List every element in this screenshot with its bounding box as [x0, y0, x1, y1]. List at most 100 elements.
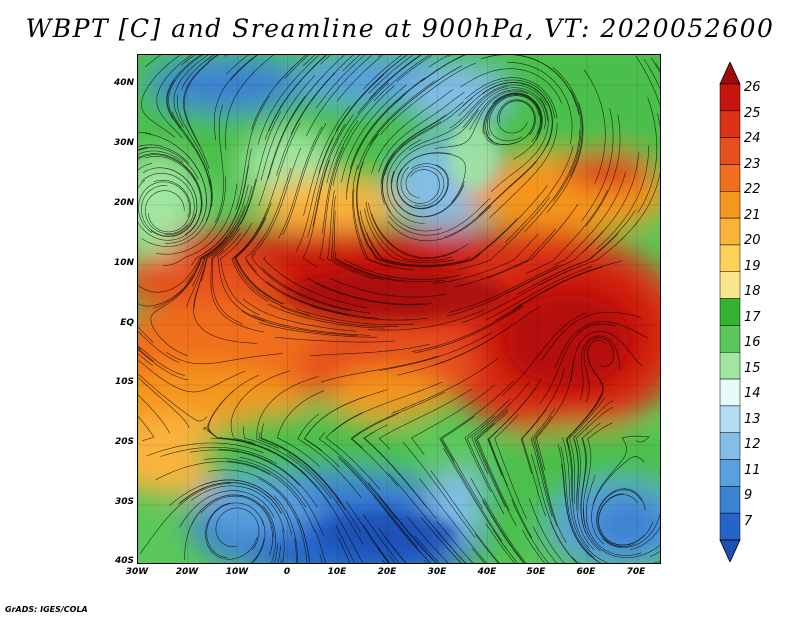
streamline [382, 154, 442, 232]
streamline [138, 131, 151, 135]
streamline [441, 416, 484, 509]
colorbar-label: 25 [744, 106, 761, 121]
colorbar-label: 9 [744, 488, 753, 503]
streamline [328, 277, 446, 298]
streamline [250, 147, 302, 256]
streamline [488, 430, 533, 539]
streamline [315, 55, 366, 109]
streamline [378, 91, 465, 173]
streamlines [138, 55, 660, 563]
streamline [301, 525, 311, 563]
streamline [277, 544, 281, 563]
streamline [183, 55, 219, 147]
streamline [335, 525, 355, 563]
colorbar-segment [719, 191, 741, 219]
colorbar-label: 18 [744, 284, 761, 299]
streamline [402, 441, 476, 538]
streamline [598, 494, 645, 546]
streamline [314, 529, 326, 563]
colorbar-segment [719, 325, 741, 353]
streamline [501, 312, 587, 397]
streamline [471, 381, 530, 474]
streamline [362, 524, 391, 563]
streamline [319, 553, 323, 563]
streamline [365, 201, 453, 261]
streamline [274, 542, 279, 563]
colorbar-segment [719, 217, 741, 246]
streamline [363, 514, 400, 563]
streamline [458, 185, 548, 264]
streamline [138, 144, 189, 164]
streamline [217, 232, 266, 322]
streamline [554, 321, 648, 369]
streamline [366, 232, 471, 266]
streamline [263, 256, 368, 309]
streamline [554, 171, 626, 265]
streamline [488, 123, 558, 219]
streamline [226, 55, 249, 75]
streamline [230, 55, 259, 81]
streamline [338, 455, 418, 547]
colorbar-segment [719, 298, 741, 326]
streamline [333, 210, 402, 282]
streamline [492, 528, 518, 563]
streamline [387, 205, 492, 242]
map-graticule [138, 55, 660, 563]
streamline [312, 114, 354, 227]
streamline [396, 164, 449, 210]
streamline [483, 81, 553, 147]
streamline [341, 84, 407, 183]
streamline [186, 205, 246, 308]
streamline [310, 343, 430, 357]
streamline [379, 331, 493, 371]
streamline [203, 55, 215, 64]
streamline [260, 75, 316, 181]
streamline [210, 249, 265, 333]
streamline [368, 55, 421, 100]
streamline [304, 389, 388, 451]
lat-label: 20N [113, 198, 134, 208]
streamline [371, 89, 454, 174]
streamline [138, 331, 180, 363]
streamline [278, 126, 323, 239]
streamline [322, 120, 359, 234]
streamline [525, 189, 608, 275]
colorbar-label: 11 [744, 463, 761, 478]
streamline [213, 55, 258, 141]
streamline [569, 397, 605, 505]
streamline [332, 382, 442, 433]
lat-label: 20S [114, 437, 134, 447]
streamline [471, 548, 485, 563]
streamline [414, 535, 440, 563]
streamline [513, 260, 623, 310]
streamline [482, 500, 525, 563]
streamline [145, 155, 202, 236]
lon-label: 30E [427, 567, 447, 577]
streamline [368, 202, 458, 259]
streamline [405, 166, 445, 207]
streamline [179, 490, 275, 528]
streamline [583, 69, 606, 184]
colorbar-label: 13 [744, 412, 761, 427]
colorbar-label: 14 [744, 386, 761, 401]
streamline [254, 122, 301, 234]
streamline [191, 186, 253, 287]
streamline [528, 497, 565, 563]
streamline [138, 349, 189, 381]
streamline [581, 151, 640, 254]
streamline [305, 55, 373, 137]
streamline [141, 173, 195, 236]
streamline [490, 97, 549, 193]
streamline [144, 190, 188, 235]
streamline [602, 471, 660, 548]
streamline [377, 548, 390, 563]
streamline [190, 485, 285, 532]
streamline [258, 96, 306, 207]
streamline [579, 335, 621, 401]
streamline [307, 278, 424, 305]
streamline [367, 482, 437, 563]
streamline [349, 77, 425, 169]
streamline [379, 496, 437, 563]
streamline [487, 378, 542, 476]
lat-label: 30S [114, 497, 134, 507]
